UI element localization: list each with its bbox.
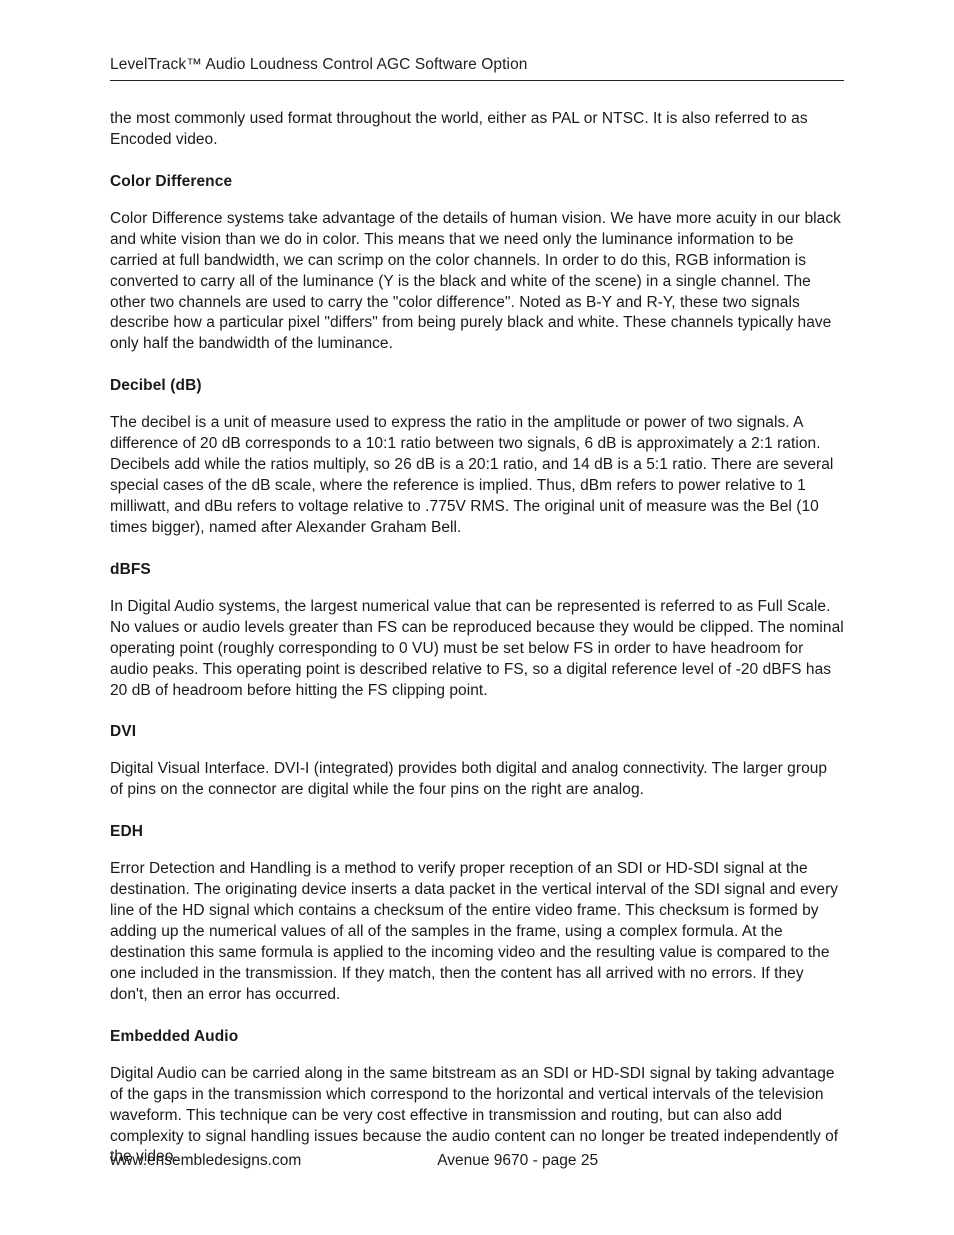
glossary-body: The decibel is a unit of measure used to… <box>110 413 844 539</box>
glossary-term: Decibel (dB) <box>110 377 844 395</box>
glossary-term: Color Difference <box>110 173 844 191</box>
page-footer: www.ensembledesigns.com Avenue 9670 - pa… <box>110 1152 844 1200</box>
glossary-body: Color Difference systems take advantage … <box>110 209 844 355</box>
glossary-term: EDH <box>110 823 844 841</box>
glossary-body: Error Detection and Handling is a method… <box>110 859 844 1005</box>
glossary-body: In Digital Audio systems, the largest nu… <box>110 597 844 702</box>
intro-continuation-paragraph: the most commonly used format throughout… <box>110 109 844 151</box>
document-page: LevelTrack™ Audio Loudness Control AGC S… <box>0 0 954 1235</box>
glossary-term: dBFS <box>110 561 844 579</box>
glossary-term: Embedded Audio <box>110 1028 844 1046</box>
glossary-term: DVI <box>110 723 844 741</box>
running-header: LevelTrack™ Audio Loudness Control AGC S… <box>110 56 844 81</box>
glossary-body: Digital Visual Interface. DVI-I (integra… <box>110 759 844 801</box>
footer-page-number: Avenue 9670 - page 25 <box>191 1152 844 1170</box>
